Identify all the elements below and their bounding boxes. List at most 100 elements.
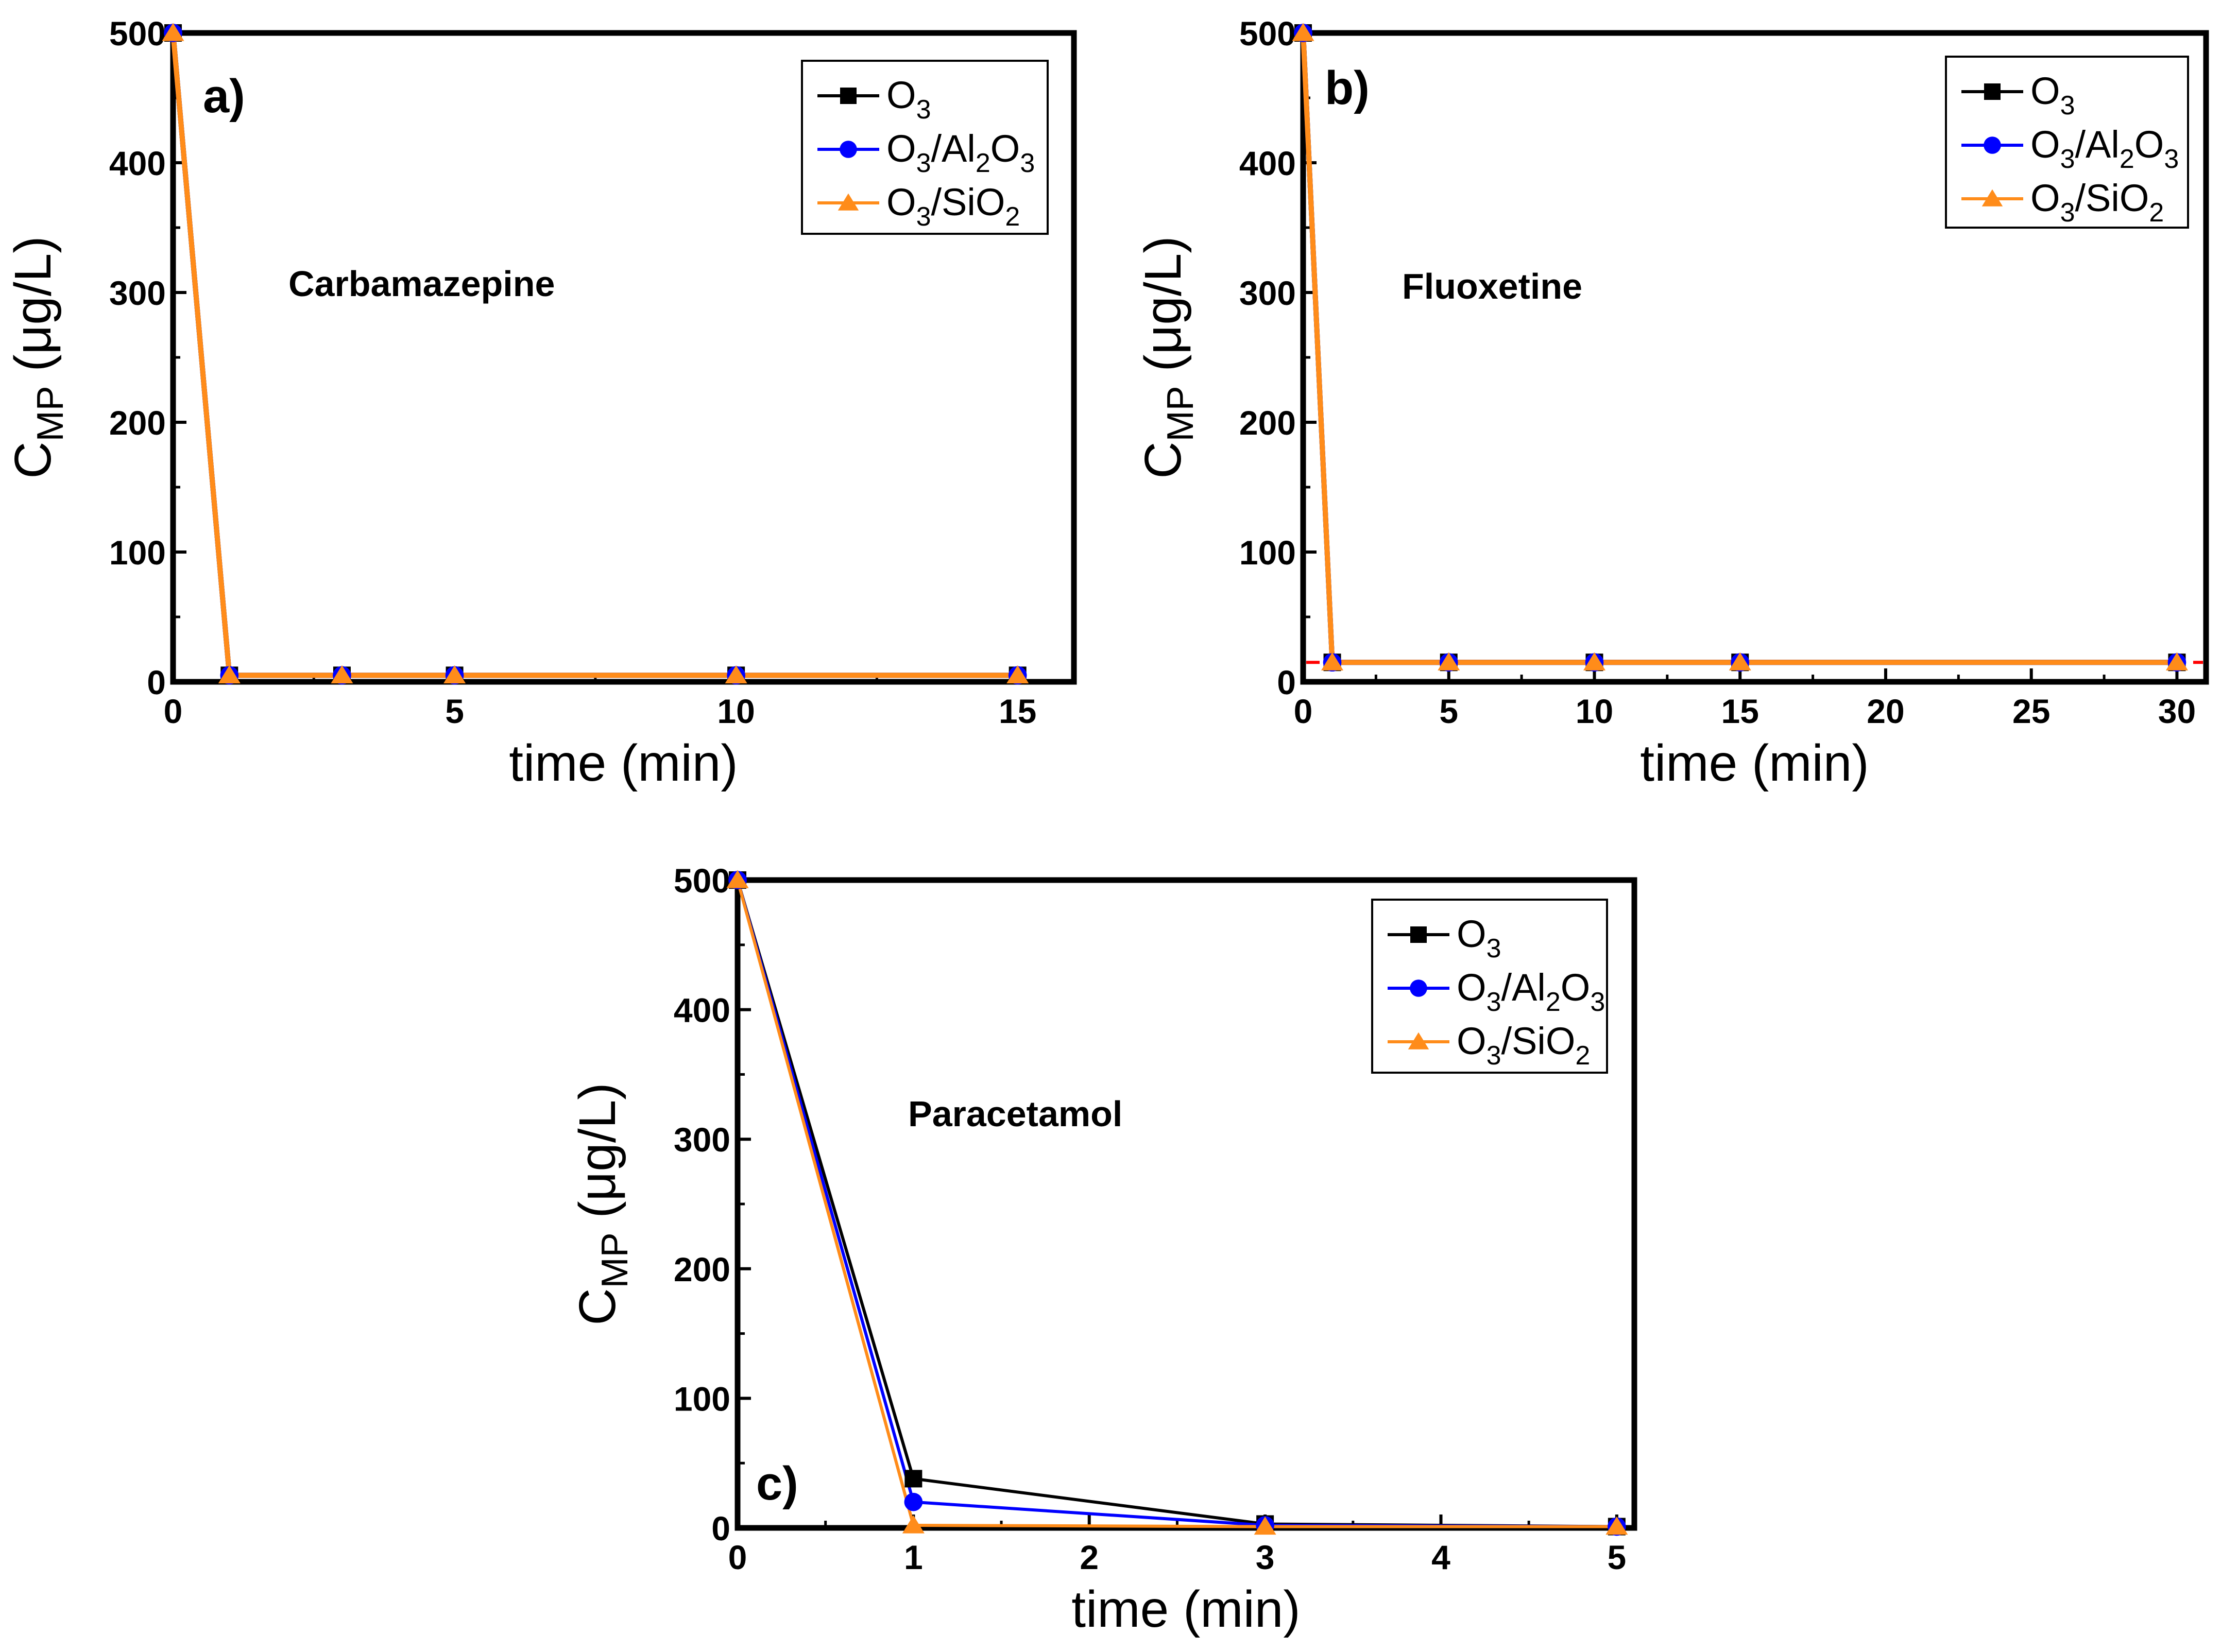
legend-label-subscript: 2 [1575,1041,1590,1071]
y-tick-label: 0 [711,1509,730,1547]
x-axis-title: time (min) [1071,1580,1300,1638]
legend-entry-label: O3/SiO2 [2030,177,2164,228]
x-tick-label: 3 [1256,1538,1275,1576]
legend-entry-label: O3/Al2O3 [2030,123,2179,174]
x-tick-label: 5 [1608,1538,1627,1576]
chart-panel-1: 0 5 10 15 0 100 200 300 400 500 time (min) CMP (μg/… [4,14,1077,792]
data-point-marker [1583,652,1605,670]
data-point-marker [1292,23,1314,41]
x-tick-label: 4 [1431,1538,1450,1576]
data-point-marker [904,1492,923,1511]
legend-label-text: O [990,127,1020,170]
data-point-marker [2165,652,2188,670]
y-tick-label: 300 [1239,274,1296,312]
data-point-marker [1605,1516,1628,1535]
legend-label-subscript: 3 [2060,198,2075,228]
y-tick-label: 0 [147,663,166,701]
legend-label-subscript: 3 [2164,144,2179,174]
legend-label-text: O [2030,177,2060,219]
data-point-marker [331,665,353,684]
data-point-marker [443,665,466,684]
y-tick-label: 400 [1239,144,1296,182]
y-axis-title-unit: (μg/L) [1134,236,1192,386]
y-tick-label: 100 [109,534,166,572]
legend-label-subscript: 3 [1487,934,1501,963]
legend-swatch-marker [1984,83,2001,100]
data-point-marker [726,870,749,888]
y-tick-label: 400 [109,144,166,182]
legend-label-text: /SiO [931,181,1005,223]
y-axis-title-subscript: MP [30,386,71,441]
data-point-marker [1006,665,1029,684]
data-point-marker [218,665,241,684]
data-point-marker [725,665,747,684]
y-tick-label: 200 [1239,404,1296,442]
legend-label-text: O [2134,123,2164,166]
series-line [1301,32,2177,665]
legend-swatch-marker [1410,979,1427,997]
y-tick-label: 400 [674,991,730,1029]
data-point-marker [902,1515,925,1534]
legend-entry-label: O3/SiO2 [886,181,1020,232]
legend-swatch-marker [1408,1032,1429,1049]
panel-label: b) [1325,62,1370,114]
panel-label: a) [203,70,245,123]
x-tick-label: 5 [445,692,464,730]
legend-swatch-marker [1410,926,1427,943]
legend-label-subscript: 3 [1487,987,1501,1017]
legend-label-subscript: 2 [2120,144,2134,174]
compound-label: Carbamazepine [288,264,555,304]
legend-label-text: /Al [931,127,975,170]
legend-label-subscript: 2 [1546,987,1561,1017]
x-axis-title: time (min) [509,734,738,792]
series-line [736,880,1617,1528]
y-axis-title: CMP (μg/L) [1134,236,1201,478]
y-tick-label: 200 [674,1250,730,1288]
x-tick-label: 5 [1439,692,1458,730]
y-tick-label: 500 [109,14,166,53]
legend-label-subscript: 2 [2149,198,2164,228]
legend-swatch-marker [840,141,857,158]
y-tick-label: 200 [109,404,166,442]
y-axis-title-unit: (μg/L) [569,1082,626,1232]
x-tick-label: 15 [1721,692,1759,730]
legend-label-subscript: 2 [1005,202,1020,232]
legend-label-text: O [1457,913,1487,955]
data-point-marker [904,1470,922,1488]
legend-label-text: O [1457,1020,1487,1062]
legend-entry-label: O3 [2030,70,2075,121]
y-axis-title: CMP (μg/L) [569,1082,636,1325]
y-axis-title-subscript: MP [1160,386,1201,441]
compound-label: Fluoxetine [1402,266,1582,306]
y-axis-title-base: C [569,1288,626,1325]
legend-label-subscript: 3 [2060,91,2075,121]
legend-entry-label: O3 [1457,913,1501,963]
series-line [170,32,1018,678]
legend-label-text: /Al [1501,966,1545,1009]
legend-label-text: O [1457,966,1487,1009]
y-tick-label: 0 [1277,663,1296,701]
y-axis-title-base: C [4,441,62,478]
legend-swatch-marker [840,88,857,104]
legend-label-subscript: 3 [2060,144,2075,174]
y-tick-label: 300 [674,1121,730,1159]
legend-entry-label: O3/Al2O3 [886,127,1035,178]
y-axis-title-base: C [1134,441,1192,478]
legend-swatch-marker [1984,136,2001,154]
legend-label-subscript: 3 [916,202,931,232]
legend-entry-label: O3 [886,74,931,125]
x-tick-label: 20 [1867,692,1904,730]
legend-label-text: O [1561,966,1591,1009]
legend-label-text: /SiO [2075,177,2149,219]
legend-label-text: O [886,127,916,170]
y-axis-title-unit: (μg/L) [4,236,62,386]
legend-label-subscript: 2 [976,148,990,178]
legend-entry-label: O3/SiO2 [1457,1020,1590,1071]
legend-label-subscript: 3 [1020,148,1035,178]
legend-label-text: /Al [2075,123,2119,166]
